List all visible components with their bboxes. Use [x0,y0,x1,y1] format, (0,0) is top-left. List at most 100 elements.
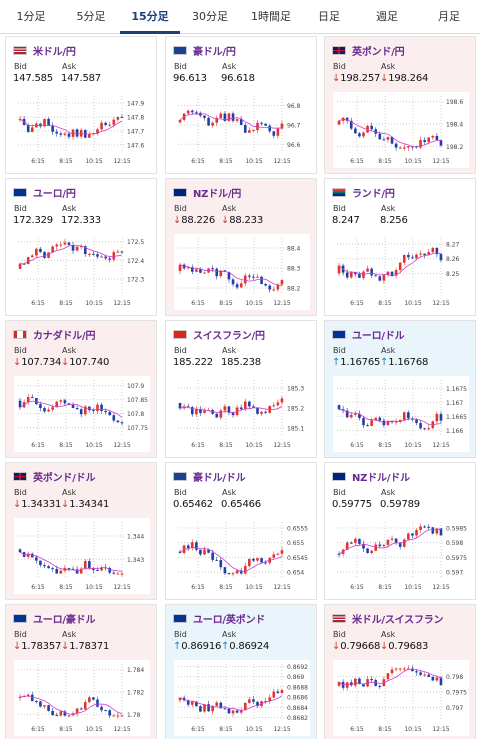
tab-6[interactable]: 日足 [318,10,340,23]
candle-body [120,422,124,424]
candle-body [423,253,426,255]
candle-body [378,276,382,281]
rate-card[interactable]: 英ポンド/円 Bid Ask ↓198.257 ↓198.264 198.6 198.4 19… [324,36,476,174]
rate-card[interactable]: ユーロ/ドル Bid Ask ↑1.16765 ↑1.16768 1.1675 1.167 1… [324,320,476,458]
rate-card[interactable]: 米ドル/円 Bid Ask 147.585 147.587 147.9 147.8 147.7… [5,36,157,174]
x-tick-label: 8:15 [219,442,233,449]
mini-candlestick-chart[interactable]: 185.3 185.2 185.1 6:15 8:15 10:15 12:15 [174,376,310,452]
candle-body [104,122,107,126]
mini-candlestick-chart[interactable]: 107.9 107.85 107.8 107.75 6:15 8:15 10:15 12:15 [14,376,150,452]
rate-card[interactable]: ユーロ/豪ドル Bid Ask ↓1.78357 ↓1.78371 1.784 1.782 1… [5,604,157,739]
rate-card[interactable]: ユーロ/円 Bid Ask 172.329 172.333 172.5 172.4 172.3… [5,178,157,316]
tab-1[interactable]: 1分足 [16,10,46,23]
tab-7[interactable]: 週足 [376,10,398,23]
candle-body [211,552,214,560]
candle-body [337,553,341,555]
candle-body [88,406,91,411]
ask-value: ↓88.233 [221,215,263,226]
pair-name-link[interactable]: ユーロ/豪ドル [33,614,96,626]
pair-name-link[interactable]: ユーロ/ドル [352,330,405,342]
pair-name-link[interactable]: 豪ドル/円 [193,46,236,58]
mini-candlestick-chart[interactable]: 172.5 172.4 172.3 6:15 8:15 10:15 12:15 [14,234,150,310]
x-tick-label: 6:15 [350,584,364,591]
pair-name-link[interactable]: 豪ドル/ドル [193,472,246,484]
mini-candlestick-chart[interactable]: 147.9 147.8 147.7 147.6 6:15 8:15 10:15 12:15 [14,92,150,168]
candle-body [402,668,406,670]
mini-candlestick-chart[interactable]: 1.784 1.782 1.78 6:15 8:15 10:15 12:15 [14,660,150,736]
candle-body [186,267,190,269]
candle-body [354,128,357,134]
rate-card[interactable]: NZドル/ドル Bid Ask 0.59775 0.59789 0.5985 0.598 0.… [324,462,476,600]
rate-card[interactable]: スイスフラン/円 Bid Ask 185.222 185.238 185.3 185.2 18… [165,320,317,458]
pair-name-link[interactable]: NZドル/円 [193,188,242,200]
rate-card[interactable]: ユーロ/英ポンド Bid Ask ↑0.86916 ↑0.86924 0.8692 0.86… [165,604,317,739]
mini-candlestick-chart[interactable]: 96.8 96.7 96.6 6:15 8:15 10:15 12:15 [174,92,310,168]
mini-candlestick-chart[interactable]: 0.798 0.7975 0.797 6:15 8:15 10:15 12:15 [333,660,469,736]
rate-card[interactable]: ランド/円 Bid Ask 8.247 8.256 8.27 8.26 8.25 6:15 8:1… [324,178,476,316]
tab-4[interactable]: 30分足 [192,10,228,23]
candle-body [203,115,206,118]
rate-card[interactable]: 米ドル/スイスフラン Bid Ask ↓0.79668 ↓0.79683 0.798 0.7… [324,604,476,739]
pair-name-link[interactable]: ランド/円 [352,188,395,200]
ask-label: Ask [381,62,396,71]
rate-card[interactable]: 豪ドル/円 Bid Ask 96.613 96.618 96.8 96.7 96.6 6:15 8… [165,36,317,174]
rate-card[interactable]: NZドル/円 Bid Ask ↓88.226 ↓88.233 88.4 88.3 88.2 6:… [165,178,317,316]
candle-body [219,410,223,418]
candle-body [75,407,79,410]
candle-body [63,400,67,404]
mini-candlestick-chart[interactable]: 1.1675 1.167 1.1665 1.166 6:15 8:15 10:15 12:15 [333,376,469,452]
y-tick-label: 107.8 [127,411,144,418]
pair-name-link[interactable]: NZドル/ドル [352,472,410,484]
candle-body [402,412,406,420]
y-tick-label: 0.655 [287,540,304,547]
tab-3[interactable]: 15分足 [120,0,180,34]
pair-name-link[interactable]: ユーロ/英ポンド [193,614,266,626]
chart-svg: 1.344 1.343 6:15 8:15 10:15 12:15 [18,522,144,591]
pair-name-link[interactable]: 米ドル/スイスフラン [352,614,444,626]
candle-body [211,705,214,712]
candle-body [431,247,435,253]
ask-label: Ask [381,630,396,639]
tab-8[interactable]: 月足 [438,10,460,23]
mini-candlestick-chart[interactable]: 198.6 198.4 198.2 6:15 8:15 10:15 12:15 [333,92,469,168]
candle-body [407,146,410,148]
y-tick-label: 0.8684 [287,705,308,712]
mini-candlestick-chart[interactable]: 0.6555 0.655 0.6545 0.654 6:15 8:15 10:15 12:15 [174,518,310,594]
y-tick-label: 0.7975 [446,690,467,697]
au-flag-icon [173,45,187,55]
tab-5[interactable]: 1時間足 [251,10,291,23]
candle-body [358,274,361,278]
pair-name-link[interactable]: 英ポンド/ドル [33,472,96,484]
tab-2[interactable]: 5分足 [76,10,106,23]
bid-label: Bid [333,630,346,639]
ask-label: Ask [222,62,237,71]
pair-name-link[interactable]: 英ポンド/円 [352,46,405,58]
candle-body [349,682,353,686]
ask-value: 0.59789 [380,499,420,510]
candle-body [382,275,386,281]
ask-value-text: 8.256 [380,215,408,226]
mini-candlestick-chart[interactable]: 1.344 1.343 6:15 8:15 10:15 12:15 [14,518,150,594]
pair-name-link[interactable]: スイスフラン/円 [193,330,265,342]
candle-body [71,404,75,408]
mini-candlestick-chart[interactable]: 0.8692 0.869 0.8688 0.8686 0.8684 0.8682 6:15 8… [174,660,310,736]
candle-body [435,135,439,140]
mini-candlestick-chart[interactable]: 8.27 8.26 8.25 6:15 8:15 10:15 12:15 [333,234,469,310]
candle-body [374,275,378,277]
candle-body [252,406,255,408]
candle-body [345,410,349,418]
arrow-up-icon: ↑ [221,641,230,652]
ask-value: ↓1.34341 [61,499,109,510]
mini-candlestick-chart[interactable]: 88.4 88.3 88.2 6:15 8:15 10:15 12:15 [174,234,310,310]
candle-body [431,527,435,534]
rate-card[interactable]: カナダドル/円 Bid Ask ↓107.734 ↓107.740 107.9 107.85… [5,320,157,458]
pair-name-link[interactable]: カナダドル/円 [33,330,96,342]
mini-candlestick-chart[interactable]: 0.5985 0.598 0.5975 0.597 6:15 8:15 10:15 12:15 [333,518,469,594]
pair-name-link[interactable]: ユーロ/円 [33,188,76,200]
rate-card[interactable]: 豪ドル/ドル Bid Ask 0.65462 0.65466 0.6555 0.655 0.6… [165,462,317,600]
candle-body [195,112,198,114]
candle-body [116,573,120,575]
rate-card[interactable]: 英ポンド/ドル Bid Ask ↓1.34331 ↓1.34341 1.344 1.343 6… [5,462,157,600]
candle-body [252,130,255,132]
pair-name-link[interactable]: 米ドル/円 [33,46,76,58]
